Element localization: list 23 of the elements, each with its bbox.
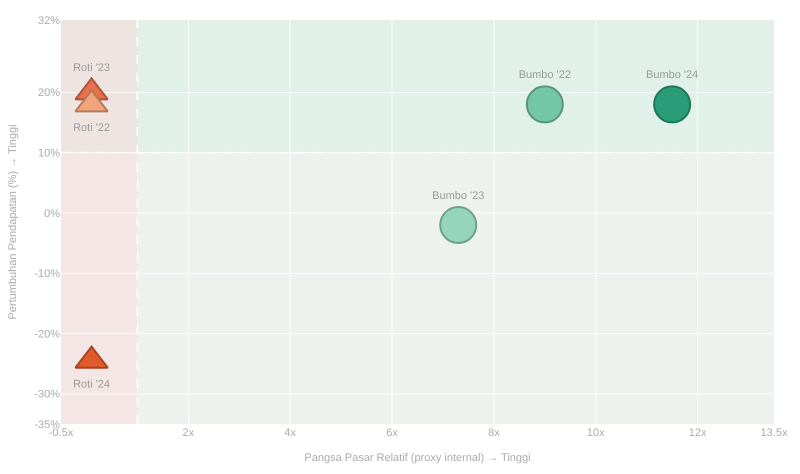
y-tick-label: 32% bbox=[38, 14, 60, 27]
series-label: Roti '24 bbox=[73, 378, 110, 390]
y-tick-label: -30% bbox=[34, 388, 60, 401]
x-tick-label: 13.5x bbox=[760, 427, 788, 439]
x-tick-label: 12x bbox=[688, 427, 707, 439]
x-tick-label: 6x bbox=[386, 427, 398, 439]
y-tick-label: -10% bbox=[34, 268, 60, 280]
y-tick-label: 0% bbox=[44, 208, 60, 220]
y-axis-title: Pertumbuhan Pendapatan (%) → Tinggi bbox=[6, 124, 19, 320]
x-axis-title: Pangsa Pasar Relatif (proxy internal) → Tinggi bbox=[304, 452, 531, 464]
x-tick-label: 2x bbox=[182, 427, 195, 439]
x-tick-label: 10x bbox=[586, 427, 606, 439]
series-label: Roti '23 bbox=[73, 62, 110, 74]
series-label: Roti '22 bbox=[73, 122, 110, 134]
x-tick-label: 8x bbox=[488, 427, 500, 439]
series-label: Bumbo '23 bbox=[432, 190, 484, 202]
x-tick-label: 4x bbox=[284, 427, 296, 439]
y-tick-label: 10% bbox=[38, 148, 60, 160]
x-tick-label: -0.5x bbox=[48, 427, 74, 439]
series-label: Bumbo '24 bbox=[646, 69, 698, 82]
series-label: Bumbo '22 bbox=[518, 69, 571, 82]
y-tick-label: 20% bbox=[38, 87, 60, 100]
y-tick-label: -20% bbox=[34, 328, 60, 340]
